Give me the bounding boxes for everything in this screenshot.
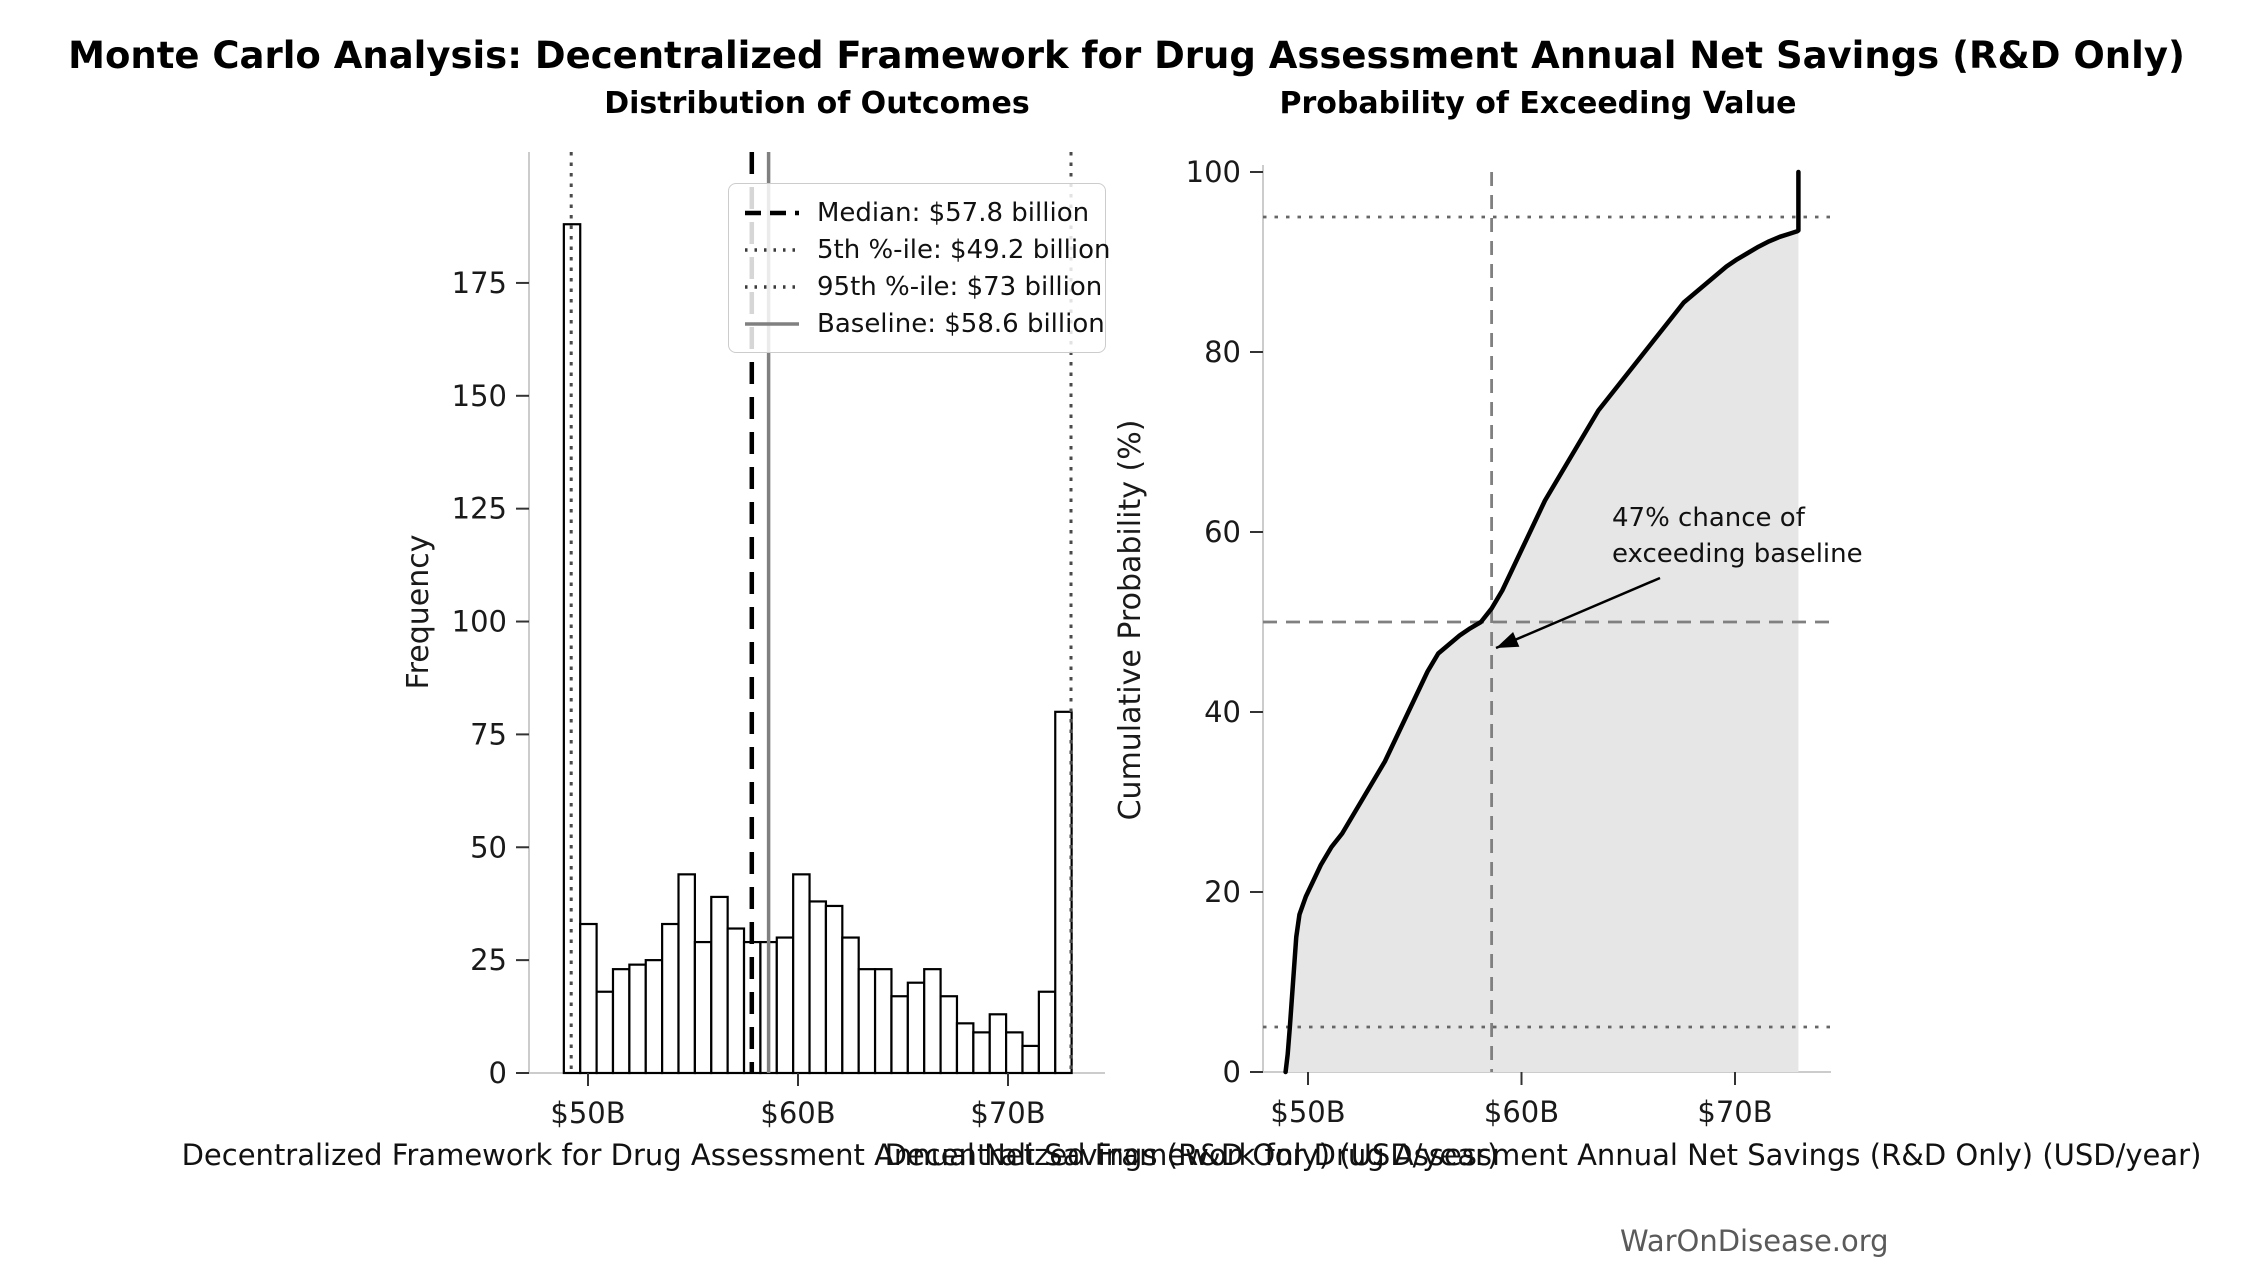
legend-item: 95th %-ile: $73 billion xyxy=(743,268,1102,305)
legend-line-sample xyxy=(745,210,799,215)
legend-line-sample xyxy=(745,247,799,252)
histogram-bar xyxy=(792,873,811,1075)
tick-label: 60 xyxy=(1204,515,1241,549)
left-chart-title: Distribution of Outcomes xyxy=(604,86,1030,121)
right-xaxis-label: Decentralized Framework for Drug Assessm… xyxy=(884,1138,2202,1172)
tick-label: 75 xyxy=(470,717,507,751)
histogram-bar xyxy=(906,981,926,1075)
legend-label: 95th %-ile: $73 billion xyxy=(817,271,1103,302)
histogram-bar xyxy=(1054,710,1073,1075)
histogram-bar xyxy=(890,995,909,1075)
histogram-bar xyxy=(677,873,696,1075)
histogram-bar xyxy=(693,940,713,1075)
tick-label: $70B xyxy=(970,1096,1045,1130)
right-ylabel: Cumulative Probability (%) xyxy=(1113,420,1148,821)
histogram-bar xyxy=(1021,1044,1040,1075)
legend: Median: $57.8 billion 5th %-ile: $49.2 bi… xyxy=(728,183,1111,353)
histogram-bar xyxy=(595,990,615,1075)
tick-label: 100 xyxy=(1186,155,1241,189)
histogram-bar xyxy=(923,968,942,1075)
tick-label: 40 xyxy=(1204,695,1241,729)
histogram-bar xyxy=(775,936,795,1075)
histogram-bar xyxy=(611,968,631,1075)
tick-label: $50B xyxy=(550,1096,625,1130)
legend-label: Baseline: $58.6 billion xyxy=(817,308,1105,339)
tick-label: 0 xyxy=(1223,1055,1241,1089)
tick-label: 80 xyxy=(1204,335,1241,369)
tick-label: 25 xyxy=(470,943,507,977)
tick-label: 100 xyxy=(452,605,507,639)
histogram-bar xyxy=(972,1031,991,1075)
annotation-line-2: exceeding baseline xyxy=(1612,539,1863,569)
histogram-bar xyxy=(955,1022,975,1075)
tick-label: 0 xyxy=(489,1056,507,1090)
annotation-text: 47% chance of exceeding baseline xyxy=(1612,500,1863,572)
tick-label: 150 xyxy=(452,379,507,413)
annotation-arrow xyxy=(1495,576,1661,650)
histogram-bar xyxy=(1037,990,1057,1075)
tick-label: $60B xyxy=(1484,1095,1559,1129)
histogram-bar xyxy=(857,968,877,1075)
cdf-area-fill xyxy=(1285,230,1799,1072)
histogram-bar xyxy=(841,936,860,1075)
tick-label: 20 xyxy=(1204,875,1241,909)
tick-label: $60B xyxy=(760,1096,835,1130)
histogram-bar xyxy=(644,959,664,1075)
histogram-bar xyxy=(824,904,844,1075)
legend-label: Median: $57.8 billion xyxy=(817,197,1090,228)
tick-label: $50B xyxy=(1270,1095,1345,1129)
annotation-line-1: 47% chance of xyxy=(1612,503,1805,533)
tick-label: 175 xyxy=(452,266,507,300)
figure-title: Monte Carlo Analysis: Decentralized Fram… xyxy=(68,34,2185,77)
histogram-bar xyxy=(710,895,729,1075)
histogram-bar xyxy=(873,968,893,1075)
cdf-curve xyxy=(1283,169,1801,1075)
tick-label: 50 xyxy=(470,830,507,864)
left-ylabel: Frequency xyxy=(401,535,436,690)
watermark: WarOnDisease.org xyxy=(1620,1224,1889,1258)
right-chart-title: Probability of Exceeding Value xyxy=(1279,86,1797,121)
histogram-bar xyxy=(808,900,828,1075)
histogram-bar xyxy=(988,1013,1008,1075)
legend-item: 5th %-ile: $49.2 billion xyxy=(743,231,1111,268)
legend-item: Baseline: $58.6 billion xyxy=(743,305,1105,342)
histogram-bar xyxy=(939,995,959,1075)
legend-line-sample xyxy=(745,321,799,326)
left-xaxis-label: Decentralized Framework for Drug Assessm… xyxy=(181,1138,1499,1172)
legend-line-sample xyxy=(745,284,799,289)
histogram-bar xyxy=(661,922,680,1075)
histogram-bar xyxy=(579,922,598,1075)
legend-label: 5th %-ile: $49.2 billion xyxy=(817,234,1111,265)
tick-label: $70B xyxy=(1697,1095,1772,1129)
histogram-bar xyxy=(628,963,647,1075)
legend-item: Median: $57.8 billion xyxy=(743,194,1091,231)
tick-label: 125 xyxy=(452,492,507,526)
annotation-arrowhead xyxy=(1496,632,1520,648)
histogram-bar xyxy=(726,927,746,1075)
histogram-bar xyxy=(1005,1031,1024,1075)
